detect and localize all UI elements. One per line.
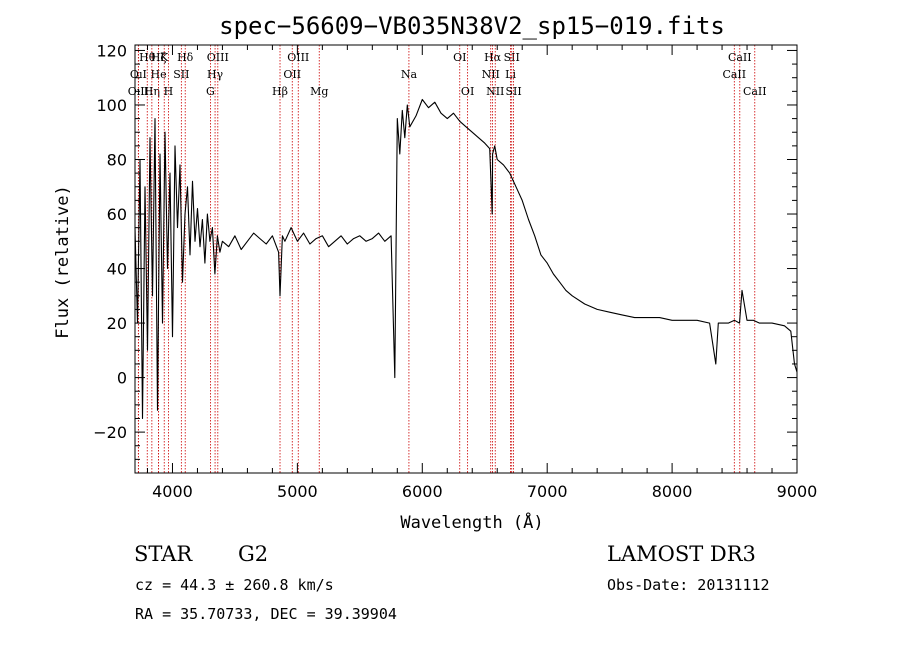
line-marker-label: G: [206, 85, 215, 98]
spectrum-line: [134, 98, 798, 420]
y-tick-label: 80: [107, 150, 127, 169]
line-marker-label: SII: [504, 51, 520, 64]
y-tick-label: 40: [107, 260, 127, 279]
x-tick-label: 6000: [402, 482, 443, 501]
line-marker-label: Hδ: [177, 51, 194, 64]
line-marker-label: CaII: [728, 51, 752, 64]
line-marker-label: Hγ: [207, 68, 224, 81]
line-marker-label: H: [164, 85, 174, 98]
y-tick-label: 20: [107, 314, 127, 333]
x-tick-label: 5000: [277, 482, 318, 501]
obs-date: Obs-Date: 20131112: [607, 576, 770, 594]
line-marker-label: Hα: [484, 51, 502, 64]
y-axis-label: Flux (relative): [53, 185, 73, 339]
line-marker-label: NII: [482, 68, 500, 81]
line-marker-label: K: [160, 51, 169, 64]
y-tick-label: −20: [93, 423, 127, 442]
line-marker-label: OıI: [130, 68, 147, 81]
line-marker-label: Hη: [144, 85, 160, 98]
y-tick-label: 100: [96, 96, 127, 115]
line-marker-label: Hβ: [272, 85, 288, 98]
x-tick-label: 7000: [527, 482, 568, 501]
plot-area: [134, 98, 798, 420]
line-marker-label: Na: [401, 68, 418, 81]
redshift-readout: cz = 44.3 ± 260.8 km/s: [135, 576, 334, 594]
line-marker-label: He: [151, 68, 167, 81]
line-marker-label: OI: [453, 51, 466, 64]
line-marker-label: OI: [461, 85, 474, 98]
x-tick-label: 8000: [652, 482, 693, 501]
survey-name: LAMOST DR3: [607, 542, 756, 566]
line-marker-label: OIII: [207, 51, 229, 64]
line-marker-label: OIII: [287, 51, 309, 64]
coordinates: RA = 35.70733, DEC = 39.39904: [135, 605, 397, 623]
line-marker-label: SII: [173, 68, 189, 81]
object-class: STAR: [134, 542, 193, 566]
object-subclass: G2: [238, 542, 268, 566]
line-marker-label: CaII: [722, 68, 746, 81]
line-marker-label: OII: [283, 68, 301, 81]
line-marker-label: SII: [505, 85, 521, 98]
line-marker-label: Hζ: [151, 51, 167, 64]
line-marker-label: Li: [505, 68, 516, 81]
line-marker-label: CaII: [743, 85, 767, 98]
chart-title: spec−56609−VB035N38V2_sp15−019.fits: [219, 12, 725, 40]
line-marker-label: Mg: [310, 85, 328, 98]
axes: 4000 5000 6000 7000 8000 9000 −20 0 20 40 60 80 100 1…: [93, 41, 817, 501]
line-marker-label: NII: [486, 85, 504, 98]
x-axis-label: Wavelength (Å): [400, 511, 543, 533]
x-tick-label: 4000: [152, 482, 193, 501]
y-tick-label: 120: [96, 41, 127, 60]
y-tick-label: 60: [107, 205, 127, 224]
y-tick-label: 0: [117, 369, 127, 388]
x-tick-label: 9000: [777, 482, 818, 501]
plot-frame: [134, 44, 798, 474]
